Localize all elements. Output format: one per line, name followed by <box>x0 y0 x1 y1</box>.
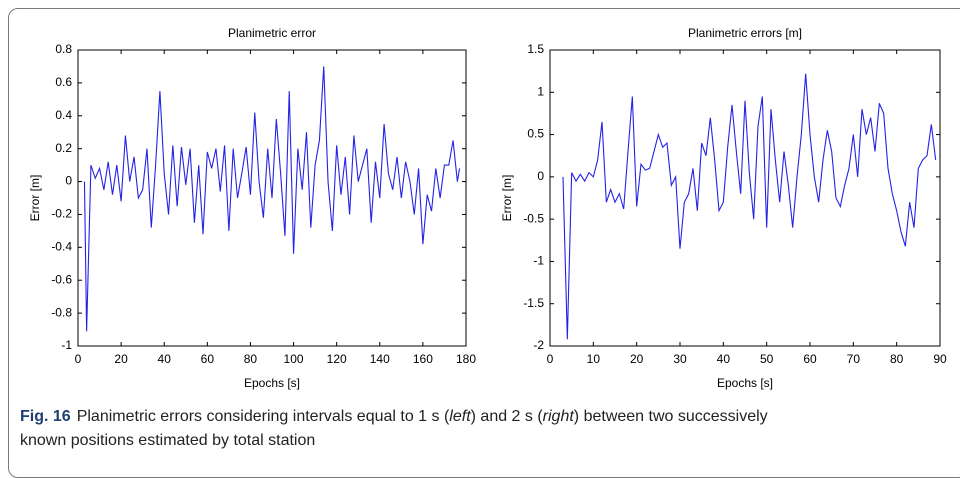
y-tick-label: -1.5 <box>523 296 544 310</box>
y-tick-label: -1 <box>533 254 544 268</box>
x-tick-label: 90 <box>933 352 947 366</box>
caption: Fig. 16 Planimetric errors considering in… <box>20 405 780 453</box>
x-tick-label: 20 <box>114 352 128 366</box>
x-tick-label: 100 <box>284 352 304 366</box>
chart-title: Planimetric error <box>228 26 316 40</box>
y-axis-label: Error [m] <box>500 175 514 222</box>
y-tick-label: -2 <box>533 338 544 352</box>
y-tick-label: 1 <box>537 84 544 98</box>
y-tick-label: 1.5 <box>527 42 544 56</box>
x-tick-label: 160 <box>413 352 433 366</box>
y-tick-label: 0 <box>537 169 544 183</box>
y-tick-label: -0.6 <box>51 272 72 286</box>
x-tick-label: 80 <box>890 352 904 366</box>
y-tick-label: -0.2 <box>51 207 72 221</box>
caption-text: Planimetric errors considering intervals… <box>76 408 450 425</box>
x-tick-label: 0 <box>547 352 554 366</box>
y-tick-label: 0.2 <box>55 141 72 155</box>
page: Planimetric error Epochs [s] Error [m] 0 20 4… <box>8 8 960 478</box>
y-tick-label: 0.5 <box>527 127 544 141</box>
x-tick-label: 0 <box>75 352 82 366</box>
x-tick-label: 60 <box>201 352 215 366</box>
x-tick-label: 120 <box>327 352 347 366</box>
x-tick-label: 50 <box>760 352 774 366</box>
x-tick-label: 10 <box>587 352 601 366</box>
caption-text: left <box>449 408 471 425</box>
x-tick-label: 80 <box>244 352 258 366</box>
plot-area <box>549 49 941 347</box>
x-tick-label: 180 <box>456 352 476 366</box>
x-axis-label: Epochs [s] <box>717 376 773 390</box>
y-tick-label: 0.4 <box>55 108 72 122</box>
caption-text: right <box>542 408 574 425</box>
y-tick-label: -0.8 <box>51 305 72 319</box>
charts: Planimetric error Epochs [s] Error [m] 0 20 4… <box>28 26 947 390</box>
y-tick-label: -0.5 <box>523 211 544 225</box>
x-tick-label: 30 <box>673 352 687 366</box>
x-tick-label: 40 <box>717 352 731 366</box>
x-tick-label: 40 <box>158 352 172 366</box>
data-line <box>562 73 937 340</box>
chart-title: Planimetric errors [m] <box>688 26 802 40</box>
caption-label: Fig. 16 <box>20 408 71 425</box>
y-tick-label: -0.4 <box>51 240 72 254</box>
caption-text: ) between two successively known positio… <box>20 408 768 449</box>
y-tick-label: 0 <box>65 174 72 188</box>
y-tick-label: 0.6 <box>55 75 72 89</box>
y-axis-label: Error [m] <box>28 175 42 222</box>
x-tick-label: 70 <box>847 352 861 366</box>
data-line <box>83 66 461 332</box>
y-tick-label: -1 <box>61 338 72 352</box>
y-tick-label: 0.8 <box>55 42 72 56</box>
x-tick-label: 60 <box>803 352 817 366</box>
x-axis-label: Epochs [s] <box>244 376 300 390</box>
x-tick-label: 20 <box>630 352 644 366</box>
caption-text: ) and 2 s ( <box>470 408 543 425</box>
x-tick-label: 140 <box>370 352 390 366</box>
